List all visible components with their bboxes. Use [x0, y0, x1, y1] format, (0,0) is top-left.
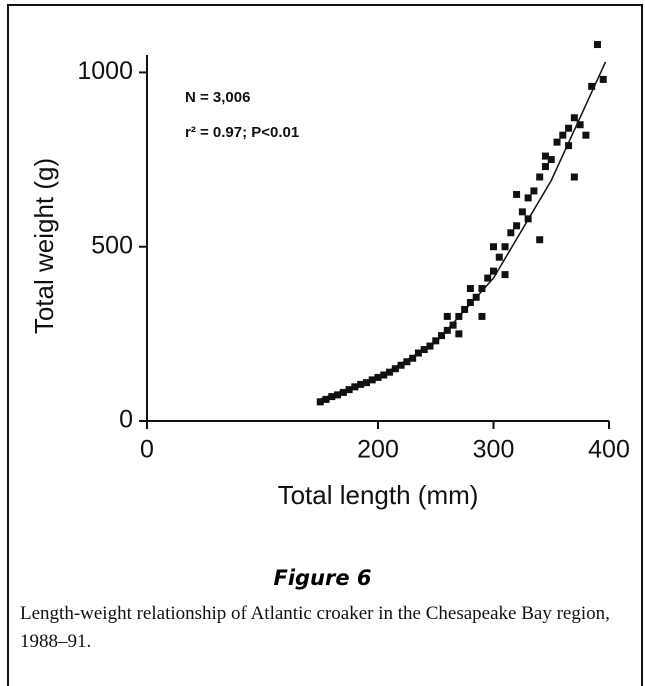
point — [593, 41, 601, 49]
point — [588, 82, 596, 90]
point — [322, 395, 330, 403]
point — [397, 361, 405, 369]
caption: Length-weight relationship of Atlantic c… — [20, 603, 610, 652]
point — [409, 354, 417, 362]
y-axis-label: Total weight (g) — [29, 158, 59, 334]
figure-border — [7, 4, 643, 686]
point — [432, 337, 440, 345]
point — [559, 131, 567, 139]
point — [507, 229, 515, 237]
point — [316, 398, 324, 406]
point — [547, 156, 555, 164]
point — [391, 365, 399, 373]
point — [582, 131, 590, 139]
point — [490, 267, 497, 275]
point — [449, 321, 457, 329]
point — [484, 274, 492, 282]
fit-line — [317, 61, 607, 401]
point — [518, 208, 526, 216]
point — [328, 393, 336, 401]
point — [495, 253, 503, 261]
point — [466, 298, 474, 306]
point — [466, 285, 474, 293]
point — [334, 391, 342, 399]
point — [339, 388, 347, 396]
point — [513, 190, 521, 198]
point — [455, 330, 463, 338]
point — [403, 358, 411, 366]
point — [478, 312, 486, 320]
point — [599, 75, 607, 83]
x-tick-label: 400 — [588, 436, 630, 464]
point — [490, 243, 497, 251]
point — [501, 271, 509, 279]
point — [565, 124, 573, 132]
y-tick-label: 1000 — [77, 57, 133, 85]
x-tick-label: 200 — [357, 436, 399, 464]
point — [536, 173, 544, 181]
x-tick-label: 300 — [473, 436, 515, 464]
x-tick-label: 0 — [140, 436, 154, 464]
point — [386, 368, 394, 376]
x-axis-label: Total length (mm) — [278, 480, 479, 510]
point — [541, 152, 549, 160]
point — [345, 386, 353, 394]
point — [570, 114, 578, 122]
point — [570, 173, 578, 181]
point — [576, 121, 584, 129]
figure-label: Figure 6 — [273, 566, 372, 590]
point — [443, 312, 451, 320]
point — [362, 379, 370, 387]
point — [513, 222, 521, 230]
point — [478, 285, 486, 293]
point — [530, 187, 538, 195]
point — [524, 194, 532, 202]
point — [565, 142, 573, 150]
point — [553, 138, 561, 146]
point — [536, 236, 544, 244]
y-tick-label: 0 — [119, 406, 133, 434]
point — [501, 243, 509, 251]
annotation: N = 3,006 — [185, 89, 250, 106]
annotation: r² = 0.97; P<0.01 — [185, 124, 299, 141]
point — [541, 163, 549, 171]
y-tick-label: 500 — [91, 231, 133, 259]
point — [380, 371, 388, 379]
